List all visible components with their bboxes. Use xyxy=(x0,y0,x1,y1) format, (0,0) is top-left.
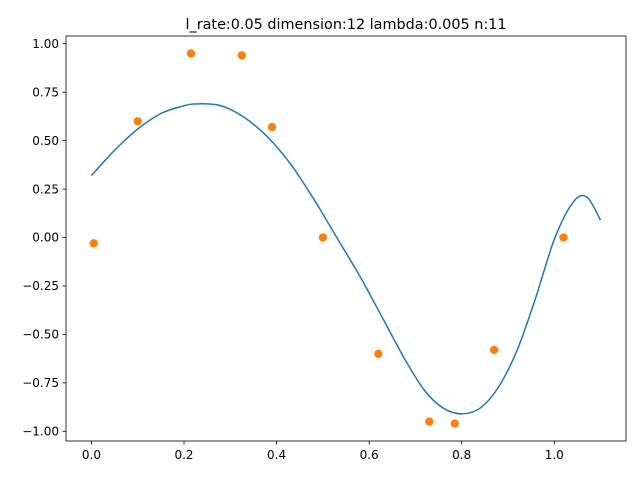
data-point xyxy=(318,233,328,242)
axes: 0.0 0.2 0.4 0.6 0.8 1.0 1.00 0.75 0.50 0.25 0.00 −0… xyxy=(22,35,627,462)
y-tick-label: −0.75 xyxy=(22,376,59,390)
y-tick-label: 0.25 xyxy=(32,182,59,196)
plot-frame xyxy=(65,35,627,442)
data-point xyxy=(450,419,459,428)
series-group xyxy=(89,49,602,428)
fit-curve-line xyxy=(90,103,602,415)
x-tick-label: 0.0 xyxy=(82,448,101,462)
data-point xyxy=(559,233,568,242)
y-tick-label: −0.50 xyxy=(22,328,59,342)
data-point xyxy=(489,345,499,355)
y-tick-label: 1.00 xyxy=(32,37,59,51)
x-tick-label: 0.6 xyxy=(360,448,379,462)
data-point xyxy=(374,349,383,358)
data-point xyxy=(186,49,196,58)
plot-area xyxy=(89,49,602,428)
y-tick-label: 0.75 xyxy=(32,85,59,99)
data-point xyxy=(89,239,98,248)
data-point xyxy=(133,117,142,126)
x-tick-label: 1.0 xyxy=(545,448,564,462)
chart-title: l_rate:0.05 dimension:12 lambda:0.005 n:… xyxy=(186,17,507,33)
x-tick-label: 0.4 xyxy=(267,448,286,462)
data-point xyxy=(267,122,277,132)
x-tick-label: 0.2 xyxy=(174,448,193,462)
x-tick-label: 0.8 xyxy=(452,448,471,462)
y-tick-label: −1.00 xyxy=(22,425,59,439)
y-tick-label: 0.00 xyxy=(32,231,59,245)
data-point xyxy=(237,51,247,60)
data-point xyxy=(425,417,434,426)
y-tick-label: 0.50 xyxy=(32,134,59,148)
y-tick-label: −0.25 xyxy=(22,279,59,293)
